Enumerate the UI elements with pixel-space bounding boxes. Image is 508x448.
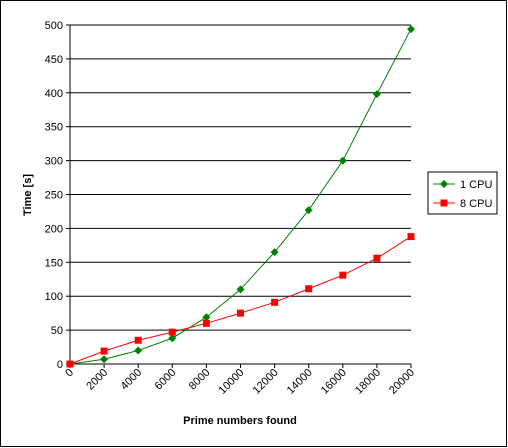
data-point: [338, 156, 347, 165]
legend-marker: [440, 180, 448, 188]
y-tick-label: 300: [45, 156, 63, 168]
data-point: [236, 285, 245, 294]
legend-marker: [440, 199, 448, 207]
y-tick-label: 500: [45, 20, 63, 32]
y-tick-label: 150: [45, 257, 63, 269]
y-tick-label: 350: [45, 122, 63, 134]
y-tick-label: 250: [45, 190, 63, 202]
data-point: [372, 90, 381, 99]
y-tick-label: 100: [45, 291, 63, 303]
data-point: [202, 313, 211, 322]
data-point: [339, 271, 347, 279]
data-point: [134, 336, 142, 344]
data-point: [202, 319, 210, 327]
y-axis-label: Time [s]: [22, 174, 34, 216]
data-point: [271, 298, 279, 306]
y-tick-label: 400: [45, 88, 63, 100]
y-tick-label: 200: [45, 223, 63, 235]
data-point: [100, 347, 108, 355]
y-tick-label: 50: [51, 325, 63, 337]
legend-label: 1 CPU: [460, 179, 492, 191]
data-point: [134, 346, 143, 355]
data-point: [407, 25, 415, 34]
y-tick-label: 0: [57, 359, 63, 371]
y-tick-label: 450: [45, 54, 63, 66]
data-point: [66, 360, 74, 368]
data-point: [237, 309, 244, 317]
data-point: [407, 233, 415, 241]
data-point: [168, 328, 176, 336]
data-point: [373, 254, 381, 262]
x-axis-label: Prime numbers found: [183, 415, 297, 427]
data-point: [304, 206, 313, 215]
data-point: [270, 248, 279, 257]
data-point: [305, 285, 313, 293]
data-point: [100, 355, 109, 364]
data-point: [168, 334, 177, 343]
legend-label: 8 CPU: [460, 198, 492, 210]
legend-box: [427, 171, 498, 215]
